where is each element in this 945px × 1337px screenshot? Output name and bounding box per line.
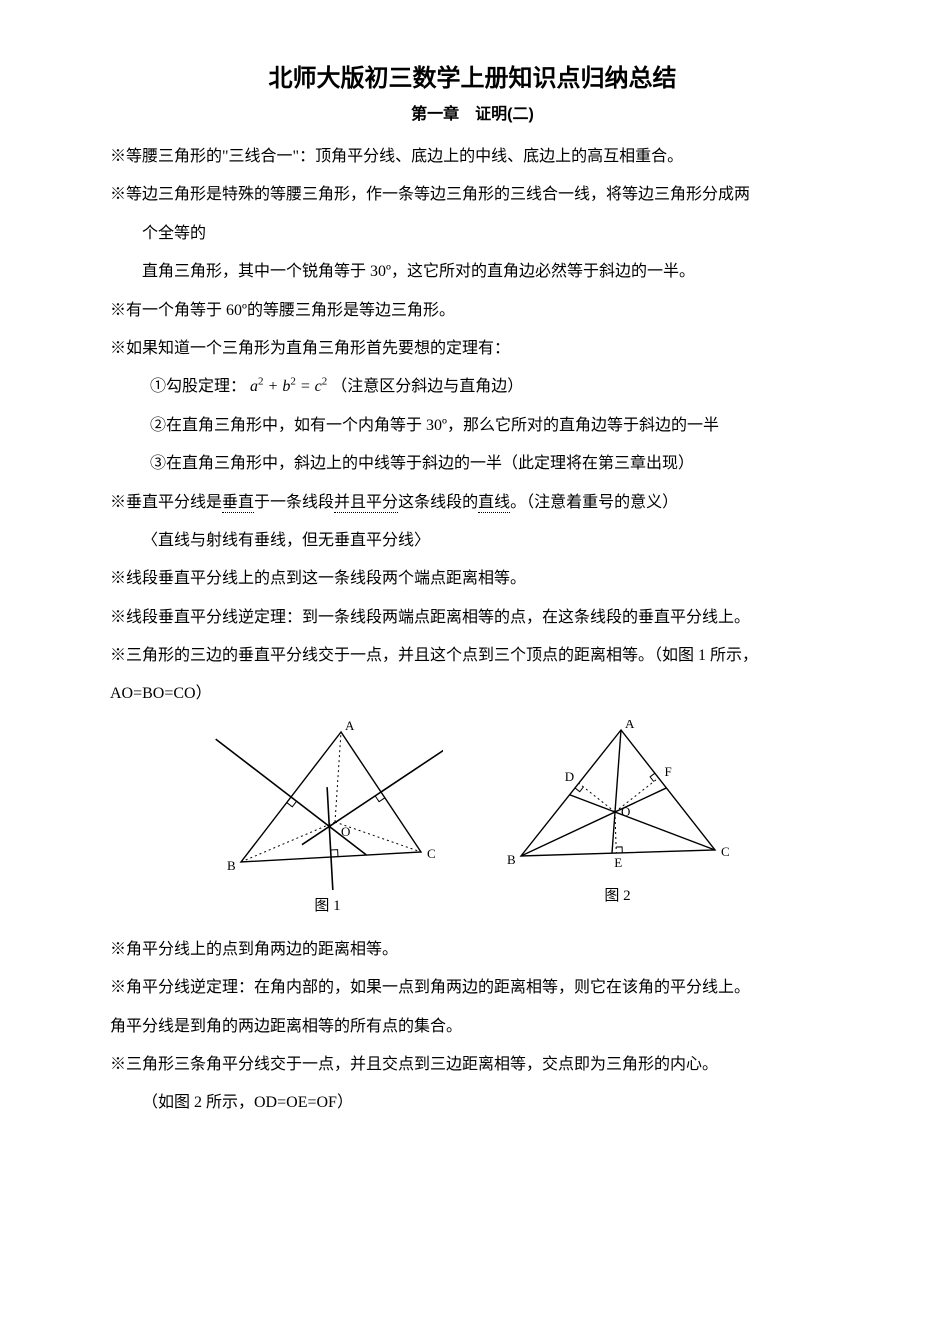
text: （注意区分斜边与直角边）: [331, 378, 523, 395]
text: 这条线段的: [398, 494, 478, 511]
paragraph: ※三角形的三边的垂直平分线交于一点，并且这个点到三个顶点的距离相等。（如图 1 …: [110, 637, 835, 675]
paragraph: ※角平分线逆定理：在角内部的，如果一点到角两边的距离相等，则它在该角的平分线上。: [110, 969, 835, 1007]
figure-row: A B C O 图 1: [110, 720, 835, 917]
svg-text:E: E: [614, 855, 622, 870]
paragraph: ※等边三角形是特殊的等腰三角形，作一条等边三角形的三线合一线，将等边三角形分成两: [110, 176, 835, 214]
svg-text:D: D: [564, 769, 573, 784]
text: 于一条线段: [254, 494, 334, 511]
paragraph: ※等腰三角形的"三线合一"：顶角平分线、底边上的中线、底边上的高互相重合。: [110, 138, 835, 176]
paragraph: ※有一个角等于 60º的等腰三角形是等边三角形。: [110, 292, 835, 330]
svg-text:C: C: [427, 846, 436, 861]
svg-text:B: B: [227, 858, 236, 873]
figure-2: A B C O D E F 图 2: [503, 720, 733, 917]
svg-text:O: O: [341, 824, 350, 839]
paragraph: ※垂直平分线是垂直于一条线段并且平分这条线段的直线。（注意着重号的意义）: [110, 484, 835, 522]
svg-text:A: A: [345, 720, 355, 733]
paragraph: ※线段垂直平分线逆定理：到一条线段两端点距离相等的点，在这条线段的垂直平分线上。: [110, 599, 835, 637]
paragraph-cont: 直角三角形，其中一个锐角等于 30º，这它所对的直角边必然等于斜边的一半。: [110, 253, 835, 291]
emphasis: 垂直: [222, 494, 254, 513]
paragraph: ※如果知道一个三角形为直角三角形首先要想的定理有：: [110, 330, 835, 368]
text: 。（注意着重号的意义）: [510, 494, 678, 511]
triangle-incenter-diagram: A B C O D E F: [503, 720, 733, 880]
paragraph: 角平分线是到角的两边距离相等的所有点的集合。: [110, 1008, 835, 1046]
figure-caption: 图 2: [503, 886, 733, 907]
emphasis: 并且平分: [334, 494, 398, 513]
svg-text:C: C: [721, 844, 730, 859]
paragraph: ※线段垂直平分线上的点到这一条线段两个端点距离相等。: [110, 560, 835, 598]
paragraph-note: 〈直线与射线有垂线，但无垂直平分线〉: [110, 522, 835, 560]
svg-text:A: A: [625, 720, 635, 731]
paragraph-cont: AO=BO=CO）: [110, 675, 835, 713]
page-title: 北师大版初三数学上册知识点归纳总结: [110, 60, 835, 98]
formula-pythagoras: a2 + b2 = c2: [250, 378, 327, 395]
paragraph: ※三角形三条角平分线交于一点，并且交点到三边距离相等，交点即为三角形的内心。: [110, 1046, 835, 1084]
figure-1: A B C O 图 1: [213, 720, 443, 917]
document-page: 北师大版初三数学上册知识点归纳总结 第一章 证明(二) ※等腰三角形的"三线合一…: [0, 0, 945, 1337]
text: ※垂直平分线是: [110, 494, 222, 511]
paragraph-cont: （如图 2 所示，OD=OE=OF）: [110, 1084, 835, 1122]
svg-text:F: F: [664, 764, 671, 779]
svg-text:O: O: [621, 804, 630, 819]
paragraph-cont: 个全等的: [110, 215, 835, 253]
chapter-subtitle: 第一章 证明(二): [110, 102, 835, 128]
list-item: ③在直角三角形中，斜边上的中线等于斜边的一半（此定理将在第三章出现）: [110, 445, 835, 483]
svg-text:B: B: [507, 852, 516, 867]
text: ①勾股定理：: [150, 378, 246, 395]
paragraph: ※角平分线上的点到角两边的距离相等。: [110, 931, 835, 969]
list-item: ②在直角三角形中，如有一个内角等于 30º，那么它所对的直角边等于斜边的一半: [110, 407, 835, 445]
triangle-circumcenter-diagram: A B C O: [213, 720, 443, 890]
list-item: ①勾股定理： a2 + b2 = c2 （注意区分斜边与直角边）: [110, 368, 835, 406]
emphasis: 直线: [478, 494, 510, 513]
figure-caption: 图 1: [213, 896, 443, 917]
